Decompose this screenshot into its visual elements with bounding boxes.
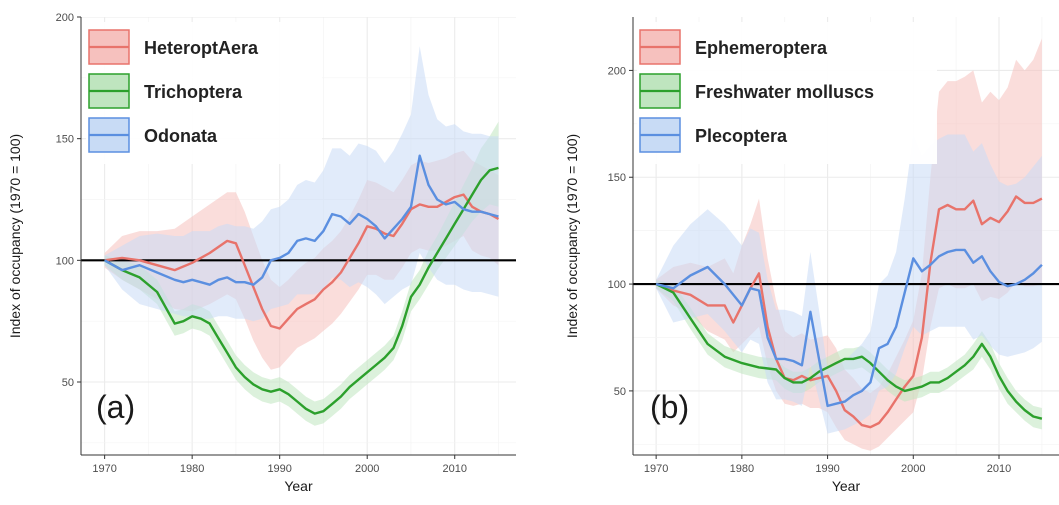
y-tick-label: 200 [56, 12, 74, 24]
legend-label: Odonata [144, 126, 218, 146]
legend: HeteroptAera Trichoptera Odonata [86, 22, 322, 164]
y-tick-label: 50 [62, 377, 74, 389]
x-tick-label: 2000 [901, 463, 925, 475]
x-tick-label: 2010 [987, 463, 1011, 475]
x-tick-label: 1980 [180, 463, 204, 475]
legend-label: Freshwater molluscs [695, 82, 874, 102]
chart-panel-b: 1970 1980 1990 2000 2010 50 100 150 200 Year Index… [564, 17, 1059, 494]
x-tick-label: 1990 [815, 463, 839, 475]
series-lines [104, 154, 500, 415]
legend-label: Ephemeroptera [695, 38, 828, 58]
x-tick-label: 1980 [730, 463, 754, 475]
x-tick-label: 2000 [355, 463, 379, 475]
x-tick-label: 1970 [92, 463, 116, 475]
y-axis-title: Index of occupancy (1970 = 100) [564, 134, 580, 338]
y-axis-title: Index of occupancy (1970 = 100) [7, 134, 23, 338]
chart-panel-a: 1970 1980 1990 2000 2010 50 100 150 200 Year Index… [7, 12, 516, 494]
series-line-trichoptera [104, 166, 499, 415]
legend-label: HeteroptAera [144, 38, 259, 58]
x-tick-label: 2010 [442, 463, 466, 475]
ribbon-plecoptera [656, 134, 1042, 434]
y-tick-label: 50 [614, 386, 626, 398]
legend-label: Trichoptera [144, 82, 243, 102]
series-line-odonata [104, 154, 499, 286]
panel-label: (b) [650, 389, 689, 425]
y-tick-label: 100 [56, 255, 74, 267]
y-tick-label: 100 [608, 279, 626, 291]
y-tick-label: 150 [56, 134, 74, 146]
ribbon-odonata [104, 46, 499, 322]
x-axis-title: Year [284, 478, 313, 494]
panel-label: (a) [96, 389, 135, 425]
x-tick-label: 1970 [644, 463, 668, 475]
ribbons [104, 46, 499, 426]
ribbons [656, 38, 1042, 451]
x-axis-title: Year [832, 478, 861, 494]
y-tick-label: 150 [608, 172, 626, 184]
series-line-plecoptera [655, 248, 1043, 408]
x-tick-label: 1990 [267, 463, 291, 475]
legend: Ephemeroptera Freshwater molluscs Plecopte… [637, 22, 937, 164]
y-tick-label: 200 [608, 65, 626, 77]
series-line-freshwater-molluscs [655, 283, 1043, 420]
ribbon-freshwater-molluscs [656, 279, 1042, 430]
legend-background [637, 22, 937, 164]
legend-label: Plecoptera [695, 126, 788, 146]
ribbon-trichoptera [104, 121, 499, 426]
series-lines [655, 195, 1043, 429]
